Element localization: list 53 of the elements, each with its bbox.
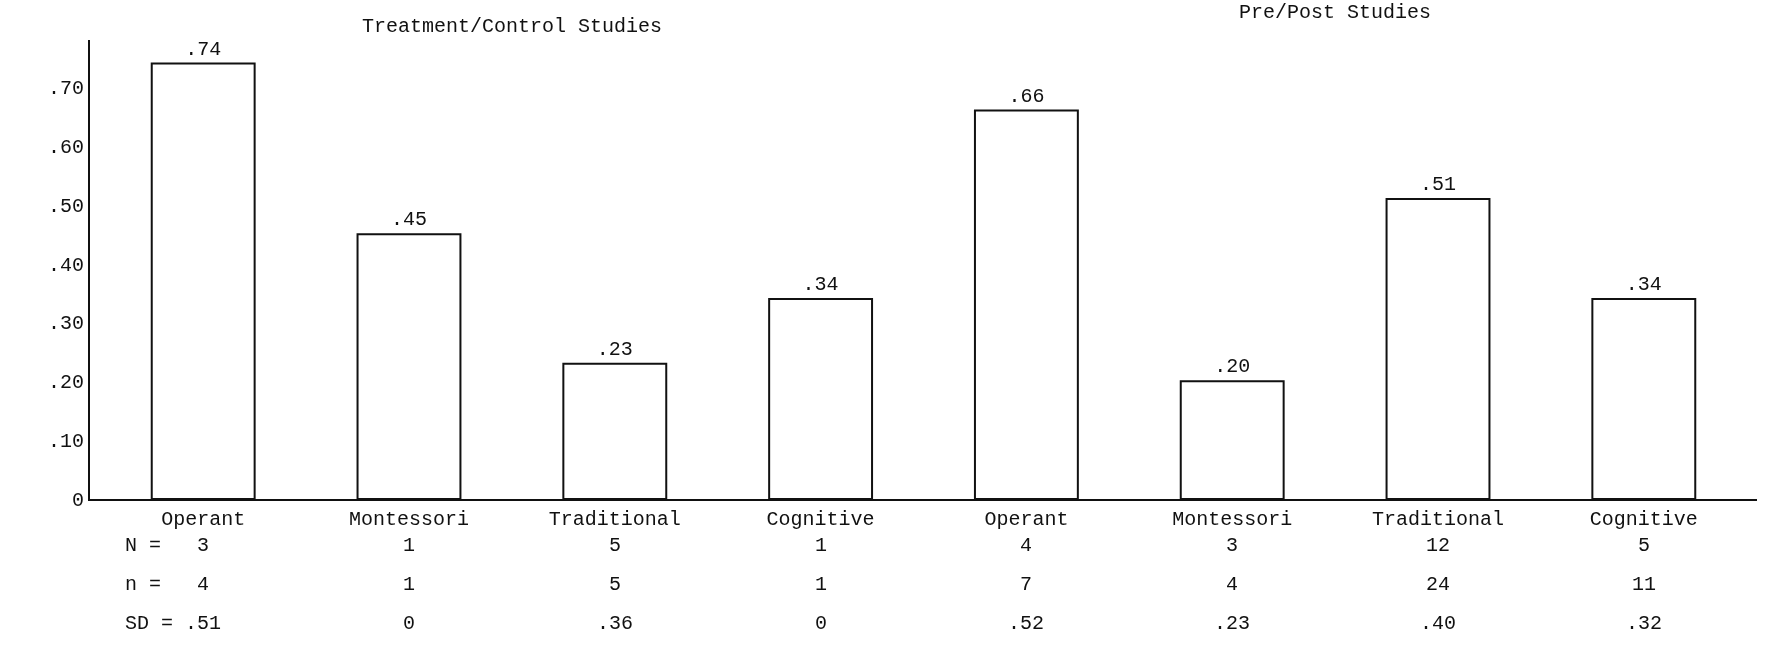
text: 7 [1020, 573, 1033, 596]
x-tick-label: Traditional [1371, 508, 1505, 531]
text: 0 [403, 612, 416, 635]
text: 4 [1020, 534, 1033, 557]
data-label: .20 [1214, 355, 1251, 379]
text: 12 [1426, 534, 1451, 557]
text: 3 [1226, 534, 1239, 557]
text: n = [125, 573, 162, 596]
text: 0 [815, 612, 828, 635]
text: 5 [609, 573, 622, 596]
text: SD = [125, 612, 174, 635]
x-tick-label: Cognitive [1589, 508, 1698, 531]
data-label: .23 [596, 337, 633, 361]
text: .36 [597, 612, 634, 635]
text: 1 [815, 534, 828, 557]
text: .40 [1420, 612, 1457, 635]
y-tick-label: .20 [47, 371, 84, 395]
text: 1 [403, 573, 416, 596]
x-tick-label: Traditional [548, 508, 681, 531]
y-tick-label: .60 [47, 135, 84, 159]
y-tick-label: .50 [47, 194, 84, 218]
y-tick-label: .70 [47, 77, 84, 101]
text: 1 [403, 534, 416, 557]
text: Pre/Post Studies [1239, 1, 1432, 24]
data-label: .34 [802, 272, 839, 296]
text: 11 [1632, 573, 1657, 596]
x-tick-label: Montessori [1172, 508, 1293, 531]
text: 5 [609, 534, 622, 557]
data-label: .66 [1008, 84, 1045, 108]
x-tick-label: Operant [161, 508, 246, 531]
text: Treatment/Control Studies [362, 15, 663, 38]
text: 5 [1638, 534, 1651, 557]
y-tick-label: .40 [47, 253, 84, 277]
text: .52 [1008, 612, 1045, 635]
x-tick-label: Operant [984, 508, 1069, 531]
text: 4 [1226, 573, 1239, 596]
y-tick-label: .30 [47, 312, 84, 336]
x-tick-label: Cognitive [766, 508, 875, 531]
text: 4 [197, 573, 210, 596]
data-label: .45 [390, 208, 427, 232]
text: 3 [197, 534, 210, 557]
data-label: .74 [185, 37, 222, 61]
data-label: .51 [1420, 172, 1457, 196]
text: .51 [185, 612, 222, 635]
y-tick-label: 0 [71, 489, 84, 512]
text: .32 [1626, 612, 1663, 635]
text: 24 [1426, 573, 1451, 596]
y-tick-label: .10 [47, 430, 84, 454]
text: 1 [815, 573, 828, 596]
x-tick-label: Montessori [348, 508, 470, 531]
text: .23 [1214, 612, 1251, 635]
data-label: .34 [1625, 272, 1662, 296]
text: N = [125, 534, 162, 557]
